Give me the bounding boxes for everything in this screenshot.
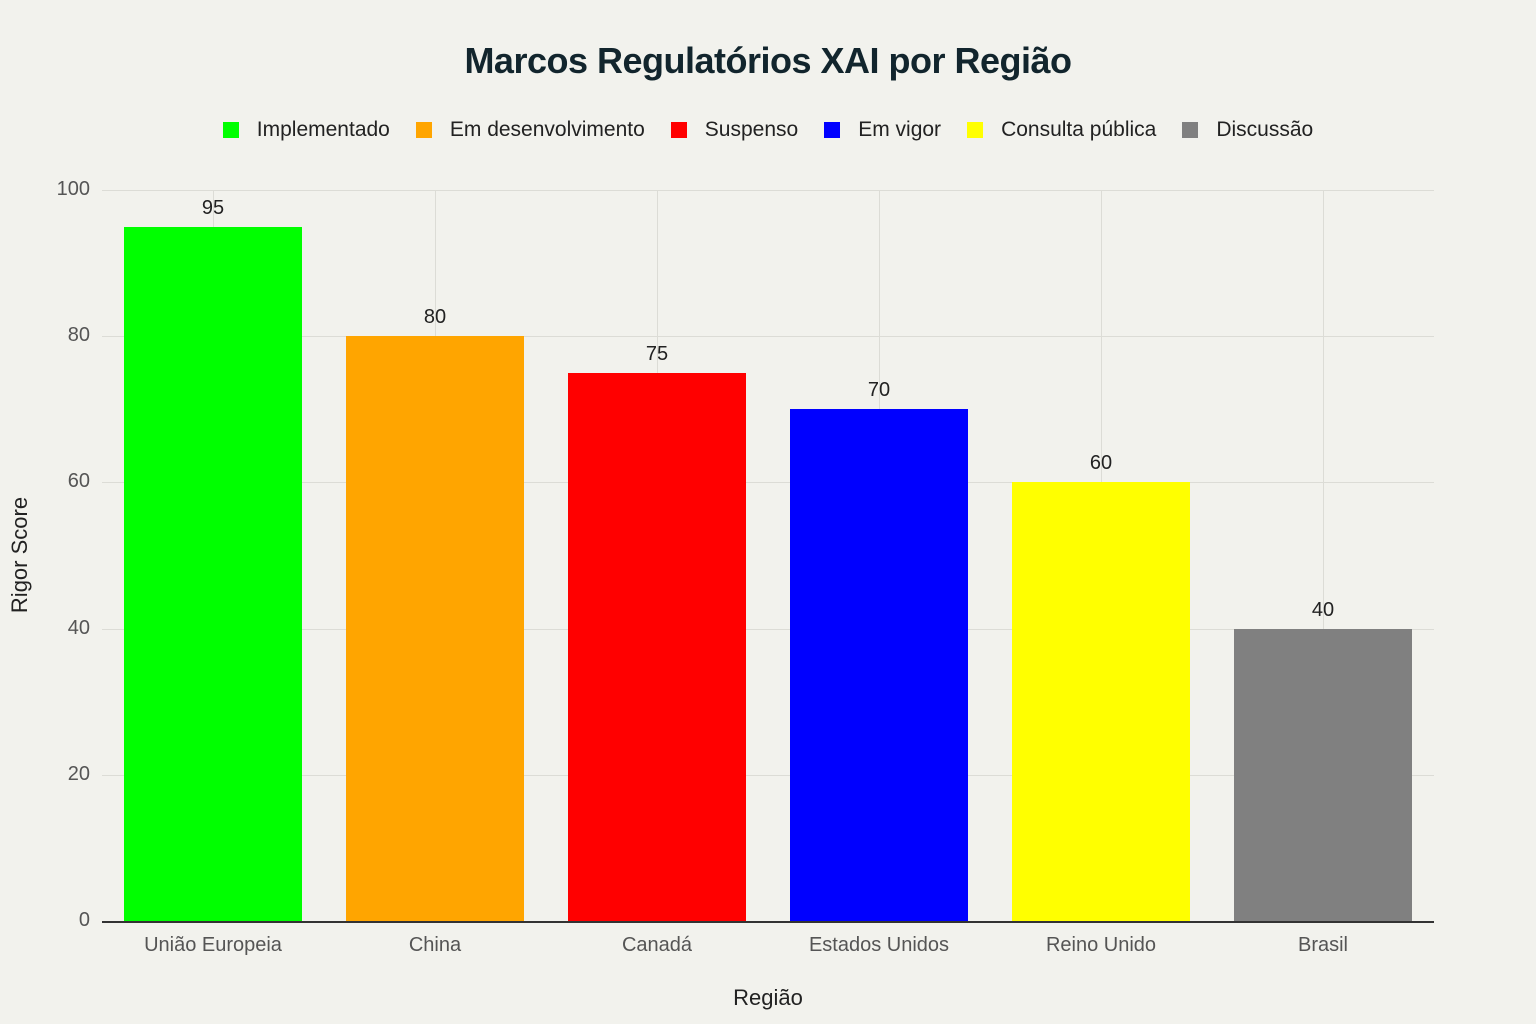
gridline: [1323, 190, 1324, 921]
gridline: [102, 482, 1434, 484]
bar[interactable]: [568, 372, 746, 921]
legend-swatch-icon: [670, 122, 687, 138]
legend-label: Implementado: [256, 118, 390, 141]
bar[interactable]: [346, 336, 524, 921]
legend-label: Suspenso: [704, 118, 799, 141]
bar-value-label: 75: [645, 342, 669, 365]
legend-item[interactable]: Implementado: [222, 118, 390, 142]
bar[interactable]: [1012, 482, 1190, 921]
y-tick-label: 0: [78, 909, 90, 931]
gridline: [102, 628, 1434, 630]
legend-label: Em vigor: [858, 118, 942, 141]
legend-swatch-icon: [415, 122, 432, 138]
legend-swatch-icon: [222, 122, 239, 138]
legend-item[interactable]: Em desenvolvimento: [415, 118, 645, 142]
y-tick-label: 20: [67, 762, 90, 785]
legend-item[interactable]: Suspenso: [670, 118, 799, 142]
x-tick-label: China: [408, 934, 462, 956]
legend-swatch-icon: [967, 122, 984, 138]
bar-value-label: 60: [1089, 452, 1113, 475]
bar-value-label: 95: [201, 196, 225, 219]
x-tick-label: Estados Unidos: [808, 934, 950, 956]
gridline: [102, 336, 1434, 338]
bar-value-label: 70: [867, 379, 891, 402]
legend: Implementado Em desenvolvimento Suspenso Em…: [0, 118, 1536, 142]
x-tick-label: União Europeia: [144, 934, 282, 956]
x-tick-label: Reino Unido: [1045, 934, 1157, 956]
gridline: [102, 774, 1434, 776]
legend-swatch-icon: [1182, 122, 1199, 138]
chart-title: Marcos Regulatórios XAI por Região: [464, 40, 1072, 81]
bar[interactable]: [790, 409, 968, 921]
y-tick-label: 60: [67, 470, 90, 493]
x-tick-label: Canadá: [621, 934, 693, 956]
x-tick-label: Brasil: [1297, 934, 1348, 956]
bar[interactable]: [1234, 628, 1412, 921]
legend-item[interactable]: Em vigor: [824, 118, 941, 142]
legend-item[interactable]: Consulta pública: [967, 118, 1156, 142]
y-tick-label: 100: [56, 178, 90, 200]
y-axis-label: Rigor Score: [7, 496, 32, 614]
legend-swatch-icon: [824, 122, 841, 138]
y-tick-label: 80: [67, 324, 90, 347]
legend-label: Em desenvolvimento: [449, 118, 645, 141]
legend-label: Consulta pública: [1001, 118, 1157, 141]
plot-area: 95 80 75 70 60 40: [102, 190, 1434, 923]
bar-value-label: 40: [1311, 598, 1335, 621]
bar-value-label: 80: [423, 306, 447, 329]
y-tick-label: 40: [67, 616, 90, 639]
bar[interactable]: [124, 226, 302, 921]
legend-item[interactable]: Discussão: [1182, 118, 1313, 142]
x-axis-line: [102, 921, 1434, 923]
gridline: [102, 190, 1434, 191]
x-axis-label: Região: [733, 985, 803, 1010]
legend-label: Discussão: [1216, 118, 1314, 141]
